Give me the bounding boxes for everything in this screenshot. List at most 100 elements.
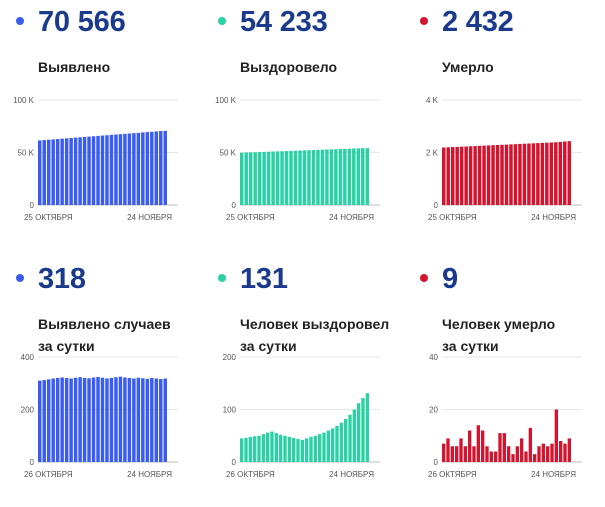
- bar: [550, 443, 554, 463]
- bar: [293, 150, 298, 205]
- bar: [316, 149, 320, 205]
- bar: [473, 146, 477, 205]
- bar: [60, 138, 64, 205]
- bar: [123, 133, 127, 205]
- bar: [537, 446, 541, 462]
- daily-recovered-chart: 0 100 200 26 ОКТЯБРЯ 24 НОЯБРЯ: [223, 353, 380, 479]
- bar: [320, 149, 325, 205]
- bar: [292, 437, 296, 462]
- bar: [442, 147, 446, 205]
- bar: [311, 150, 316, 205]
- green-dot-icon: [218, 274, 226, 282]
- bar: [266, 151, 271, 205]
- bar: [463, 446, 467, 462]
- bar: [46, 379, 51, 462]
- bar: [468, 146, 473, 205]
- bar: [253, 152, 257, 205]
- bar: [520, 438, 524, 463]
- bar: [545, 142, 549, 205]
- bar: [546, 446, 550, 462]
- bar: [567, 438, 571, 463]
- bar: [123, 377, 127, 462]
- bar: [248, 152, 253, 205]
- bar: [504, 144, 509, 205]
- daily-deaths-label: Человек умерло за сутки: [442, 313, 555, 357]
- label-line: Умерло: [442, 59, 494, 75]
- bar: [55, 139, 60, 205]
- x-end-label: 24 НОЯБРЯ: [127, 470, 172, 479]
- label-line: за сутки: [240, 338, 297, 354]
- bar: [365, 393, 369, 462]
- bar: [489, 451, 493, 462]
- bar: [477, 145, 482, 205]
- bar: [266, 432, 270, 462]
- bar: [109, 134, 114, 205]
- bar: [253, 436, 257, 462]
- bar: [145, 378, 150, 462]
- panel-total-cases: 70 566 Выявлено 0 50 K 100 K 25 ОКТЯБРЯ 24 Н…: [0, 0, 200, 250]
- bar: [51, 139, 55, 205]
- y-tick-label: 0: [232, 201, 237, 210]
- bar: [150, 378, 154, 462]
- bar: [284, 151, 289, 205]
- panel-daily-deaths: 9 Человек умерло за сутки 0 20 40 26 ОКТЯБР…: [404, 257, 604, 507]
- bar: [109, 378, 114, 462]
- total-cases-label: Выявлено: [38, 56, 110, 78]
- bar: [356, 148, 361, 205]
- bar: [141, 378, 145, 462]
- bar: [365, 148, 369, 205]
- bar: [302, 150, 307, 205]
- bar: [498, 433, 502, 463]
- label-line: Выздоровело: [240, 59, 338, 75]
- y-tick-label: 50 K: [18, 149, 35, 158]
- y-tick-label: 2 K: [426, 149, 439, 158]
- recovered-value: 54 233: [240, 6, 328, 38]
- bar: [275, 151, 280, 205]
- bar: [240, 438, 244, 463]
- bar: [326, 430, 330, 462]
- bar: [100, 377, 105, 462]
- bar: [450, 446, 454, 462]
- x-start-label: 26 ОКТЯБРЯ: [24, 470, 73, 479]
- x-start-label: 26 ОКТЯБРЯ: [226, 470, 275, 479]
- y-tick-label: 40: [429, 353, 438, 362]
- bar: [446, 147, 450, 205]
- bar: [446, 438, 450, 463]
- blue-dot-icon: [16, 17, 24, 25]
- bar: [274, 433, 278, 463]
- bar: [313, 435, 317, 462]
- bar: [491, 145, 495, 205]
- bar: [507, 446, 511, 462]
- bar: [309, 436, 313, 462]
- x-start-label: 26 ОКТЯБРЯ: [428, 470, 477, 479]
- daily-recovered-value: 131: [240, 263, 288, 295]
- bar: [361, 148, 365, 205]
- daily-deaths-chart: 0 20 40 26 ОКТЯБРЯ 24 НОЯБРЯ: [428, 353, 582, 479]
- bar: [51, 378, 55, 462]
- red-dot-icon: [420, 17, 428, 25]
- bar: [82, 378, 87, 462]
- bar: [69, 138, 73, 205]
- bar: [118, 134, 123, 205]
- total-cases-chart: 0 50 K 100 K 25 ОКТЯБРЯ 24 НОЯБРЯ: [13, 96, 178, 222]
- daily-deaths-value: 9: [442, 263, 458, 295]
- bar: [494, 451, 498, 462]
- bar: [343, 148, 347, 205]
- bar: [511, 454, 515, 463]
- bar: [150, 131, 154, 205]
- bar: [280, 151, 284, 205]
- y-tick-label: 200: [223, 353, 237, 362]
- bar: [159, 131, 163, 205]
- y-tick-label: 50 K: [220, 149, 237, 158]
- bar: [335, 425, 339, 462]
- bar: [244, 437, 248, 462]
- bar: [347, 148, 352, 205]
- bar: [322, 432, 326, 462]
- total-cases-value: 70 566: [38, 6, 126, 38]
- bar: [287, 436, 291, 462]
- bar: [536, 143, 540, 205]
- bar: [528, 427, 532, 463]
- bar: [154, 378, 159, 462]
- bar: [240, 152, 244, 205]
- bar: [533, 454, 537, 463]
